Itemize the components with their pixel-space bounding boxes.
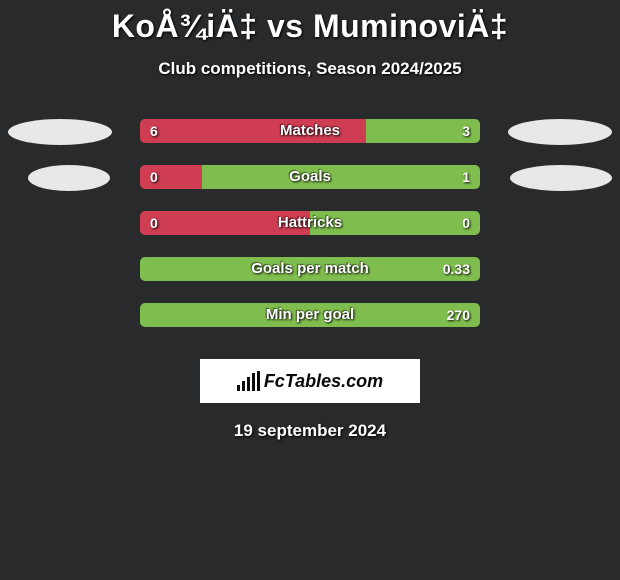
stat-row: Hattricks00 [0,211,620,257]
stats-container: Matches63 Goals01 Hattricks00 Goals per mat… [0,119,620,349]
stat-bar-track: Goals per match0.33 [140,257,480,281]
stat-bar-track: Goals01 [140,165,480,189]
stat-bar-track: Matches63 [140,119,480,143]
stat-bar-left [140,211,310,235]
stat-bar-right [140,257,480,281]
site-logo[interactable]: FcTables.com [200,359,420,403]
page-subtitle: Club competitions, Season 2024/2025 [0,59,620,79]
stat-bar-right [310,211,480,235]
stat-row: Matches63 [0,119,620,165]
stat-bar-right [366,119,480,143]
page-title: KoÅ¾iÄ‡ vs MuminoviÄ‡ [0,0,620,45]
player-photo-left [8,119,112,145]
capture-date: 19 september 2024 [0,421,620,441]
stat-bar-left [140,119,366,143]
fctables-icon [237,371,260,391]
logo-text: FcTables.com [264,371,383,392]
player-photo-right [510,165,612,191]
stat-row: Goals per match0.33 [0,257,620,303]
stat-bar-left [140,165,202,189]
stat-bar-track: Min per goal270 [140,303,480,327]
player-photo-right [508,119,612,145]
stat-row: Min per goal270 [0,303,620,349]
stat-bar-right [140,303,480,327]
stat-bar-track: Hattricks00 [140,211,480,235]
stat-row: Goals01 [0,165,620,211]
stat-bar-right [202,165,480,189]
player-photo-left [28,165,110,191]
